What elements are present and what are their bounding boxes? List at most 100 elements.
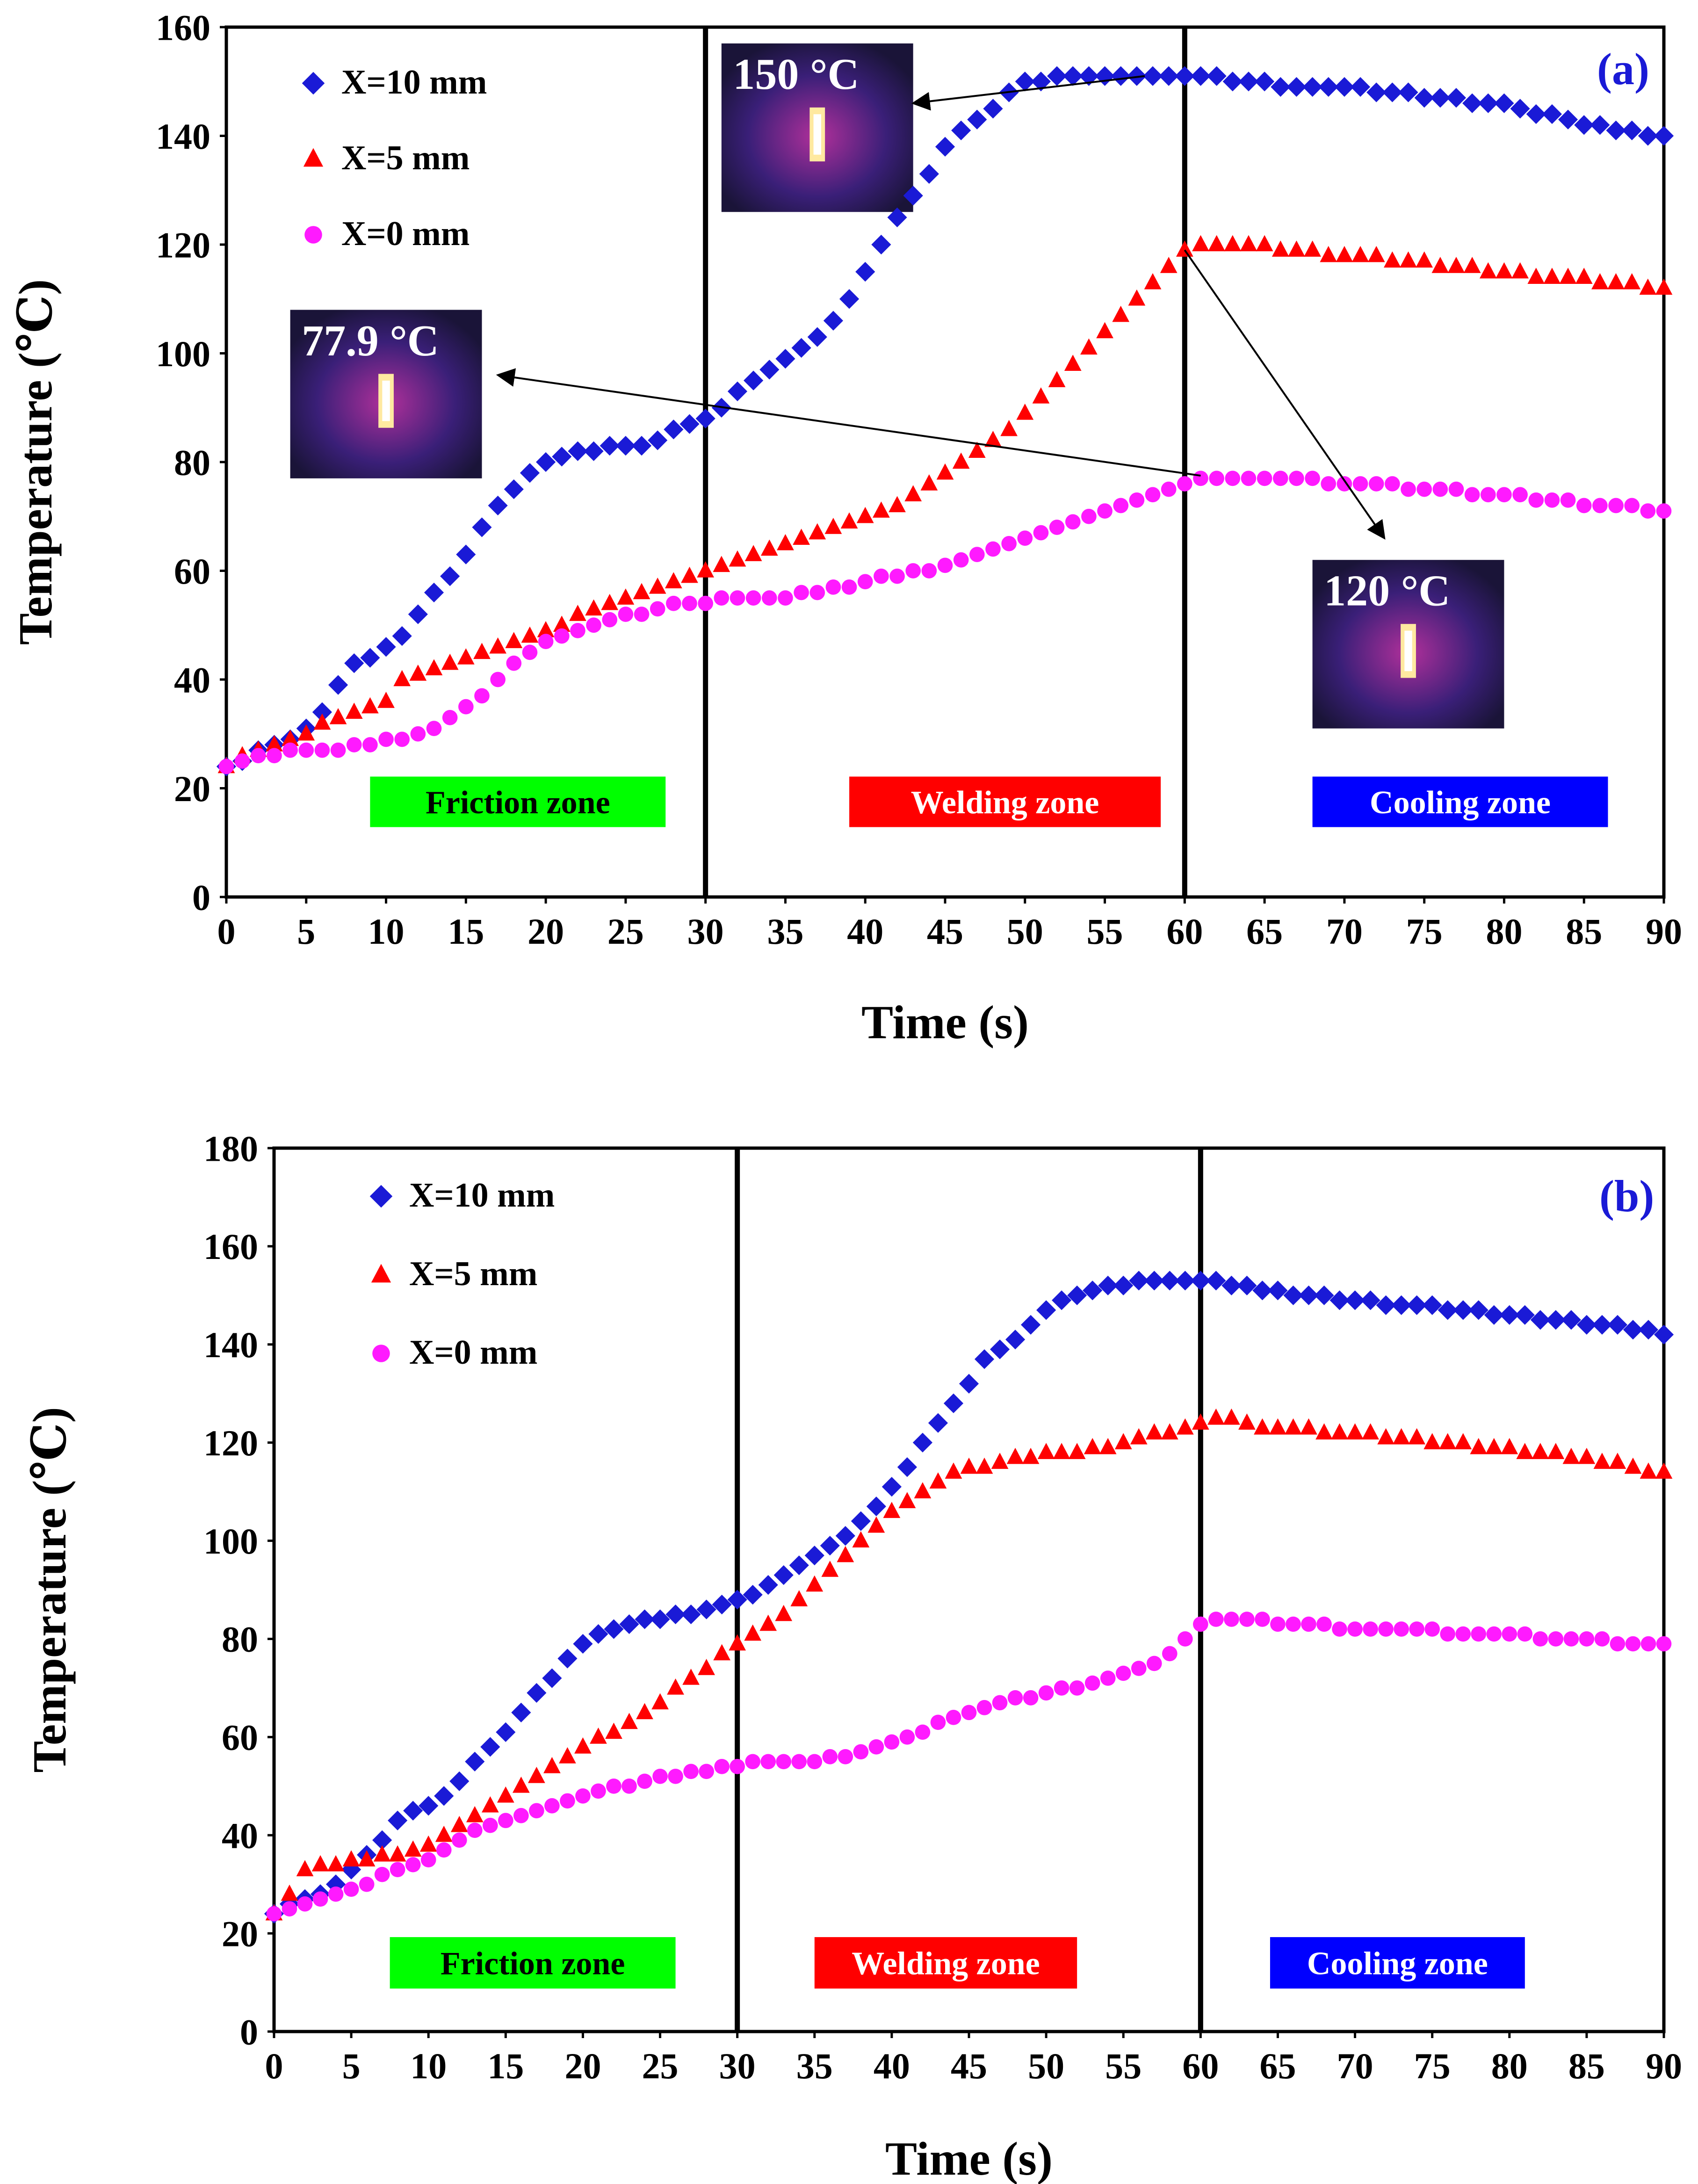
data-point <box>388 1810 408 1830</box>
data-point <box>1455 1626 1471 1642</box>
data-point <box>1270 1616 1286 1632</box>
data-point <box>1053 1443 1070 1459</box>
data-point <box>1175 66 1195 86</box>
data-point <box>621 1778 637 1794</box>
data-point <box>821 1561 839 1577</box>
data-point <box>1640 1636 1656 1652</box>
data-point <box>1470 1438 1488 1454</box>
data-point <box>1315 1423 1333 1439</box>
data-point <box>1424 1621 1440 1637</box>
data-point <box>618 607 634 622</box>
data-point <box>840 512 858 529</box>
data-point <box>714 590 730 606</box>
data-point <box>729 1634 746 1651</box>
data-point <box>1607 1315 1628 1335</box>
data-point <box>372 1830 392 1850</box>
data-point <box>667 1678 684 1695</box>
data-point <box>458 699 474 715</box>
data-point <box>1447 257 1465 273</box>
data-point <box>521 626 539 643</box>
data-point <box>1036 1300 1056 1320</box>
data-point <box>408 604 428 624</box>
data-point <box>1193 1616 1208 1632</box>
data-point <box>1345 1290 1365 1310</box>
x-tick-label: 90 <box>1646 2046 1682 2086</box>
data-point <box>465 1751 485 1772</box>
data-point <box>1532 1443 1549 1459</box>
data-point <box>1511 262 1529 279</box>
data-point <box>714 1758 730 1774</box>
data-point <box>1526 104 1546 124</box>
series-x10mm <box>216 66 1674 777</box>
data-point <box>378 731 394 747</box>
data-point <box>959 1374 979 1394</box>
y-tick-label: 80 <box>222 1619 258 1660</box>
data-point <box>1638 126 1658 146</box>
data-point <box>1161 481 1177 497</box>
zone-box <box>1312 776 1608 827</box>
data-point <box>1144 273 1162 289</box>
data-point <box>1496 262 1513 279</box>
data-point <box>945 1462 962 1479</box>
data-point <box>344 653 364 673</box>
data-point <box>328 675 348 695</box>
data-point <box>1486 1626 1502 1642</box>
data-point <box>1191 1271 1211 1291</box>
data-point <box>358 1850 376 1866</box>
data-point <box>1032 387 1050 404</box>
data-point <box>699 1764 714 1779</box>
data-point <box>1175 1271 1195 1291</box>
data-point <box>1021 1315 1041 1335</box>
data-point <box>1515 1305 1535 1325</box>
data-point <box>914 1482 932 1498</box>
y-tick-label: 160 <box>203 1226 258 1267</box>
thermal-hotspot-core <box>1404 630 1412 672</box>
data-point <box>1501 1438 1518 1454</box>
data-point <box>1283 1285 1303 1305</box>
y-tick-label: 0 <box>240 2011 258 2052</box>
data-point <box>1346 1423 1364 1439</box>
zone-label: Friction zone <box>441 1946 625 1982</box>
thermal-hotspot-core <box>813 114 821 155</box>
data-point <box>1255 72 1275 92</box>
data-point <box>651 1693 669 1710</box>
data-point <box>760 539 778 556</box>
data-point <box>1209 470 1224 486</box>
data-point <box>837 1546 854 1562</box>
data-point <box>1622 120 1642 140</box>
data-point <box>1398 82 1418 102</box>
data-point <box>1033 525 1049 541</box>
data-point <box>1067 1285 1087 1305</box>
data-point <box>679 414 700 434</box>
data-point <box>1332 1621 1347 1637</box>
data-point <box>584 441 604 461</box>
data-point <box>1037 1443 1055 1459</box>
data-point <box>1176 1418 1194 1435</box>
data-point <box>1288 240 1305 257</box>
data-point <box>410 726 426 742</box>
data-point <box>727 1590 747 1610</box>
data-point <box>1543 268 1561 284</box>
data-point <box>1382 82 1402 102</box>
data-point <box>342 1850 360 1866</box>
data-point <box>1559 268 1577 284</box>
chart-panel-1: Friction zone Welding zone Cooling zone 0 5 1… <box>23 1128 1682 2184</box>
data-point <box>537 621 555 637</box>
data-point <box>404 1840 422 1857</box>
x-tick-label: 75 <box>1414 2046 1451 2086</box>
data-point <box>884 1734 900 1750</box>
chart-panel-0: Friction zone Welding zone Cooling zone150… <box>9 7 1682 1049</box>
data-point <box>745 1754 761 1770</box>
data-point <box>1131 1661 1147 1676</box>
data-point <box>636 1703 653 1720</box>
data-point <box>482 1817 498 1833</box>
data-point <box>1256 235 1273 252</box>
series-x0mm <box>218 470 1672 774</box>
data-point <box>1084 1438 1101 1454</box>
data-point <box>937 557 953 573</box>
data-point <box>218 759 234 774</box>
data-point <box>1301 1616 1316 1632</box>
data-point <box>1111 66 1131 86</box>
x-tick-label: 55 <box>1087 911 1123 952</box>
